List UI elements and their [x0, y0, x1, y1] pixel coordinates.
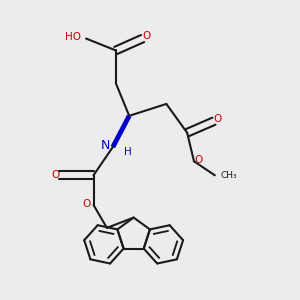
Text: HO: HO [65, 32, 81, 42]
Text: H: H [124, 147, 132, 158]
Text: CH₃: CH₃ [220, 171, 237, 180]
Text: O: O [194, 155, 202, 165]
Text: O: O [52, 170, 60, 180]
Text: O: O [83, 200, 91, 209]
Text: O: O [142, 31, 151, 41]
Text: N: N [100, 139, 110, 152]
Text: O: O [213, 114, 222, 124]
